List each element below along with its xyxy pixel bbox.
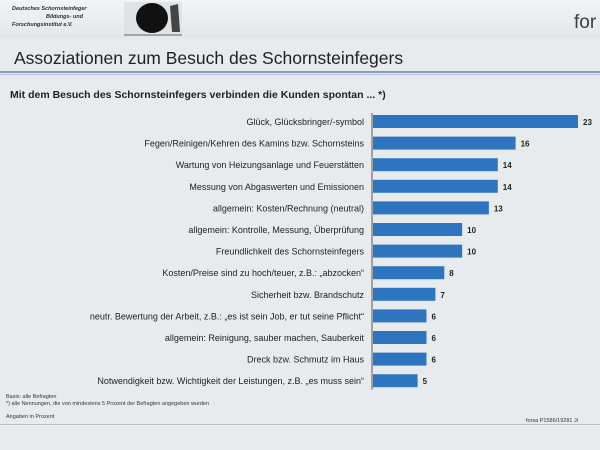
title-rule (0, 71, 600, 73)
bar-11 (373, 352, 427, 366)
chart-subtitle: Mit dem Besuch des Schornsteinfegers ver… (10, 89, 386, 101)
bar-3 (373, 179, 498, 193)
value-label-12: 5 (423, 377, 428, 386)
bar-2 (373, 158, 498, 172)
value-label-0: 23 (583, 118, 592, 127)
category-label-7: Kosten/Preise sind zu hoch/teuer, z.B.: … (162, 268, 364, 278)
value-label-10: 6 (431, 334, 436, 343)
chimney-sweep-logo-icon (124, 2, 182, 36)
category-label-6: Freundlichkeit des Schornsteinfegers (216, 247, 365, 257)
header-band (0, 0, 600, 38)
bar-7 (373, 266, 445, 280)
category-label-9: neutr. Bewertung der Arbeit, z.B.: „es i… (90, 311, 364, 321)
footnote-source: forsa P1586/19281 Ji (526, 418, 578, 424)
value-label-6: 10 (467, 248, 476, 257)
footnote-note: *) alle Nennungen, die von mindestens 5 … (6, 401, 210, 407)
category-label-12: Notwendigkeit bzw. Wichtigkeit der Leist… (97, 376, 364, 386)
bar-4 (373, 201, 489, 215)
logo-line-2: Bildungs- und (46, 14, 83, 20)
bottom-rule (0, 424, 600, 425)
forsa-brand: for (574, 12, 597, 33)
bar-1 (373, 136, 516, 150)
value-label-7: 8 (449, 269, 454, 278)
bar-8 (373, 287, 436, 301)
category-label-1: Fegen/Reinigen/Kehren des Kamins bzw. Sc… (144, 139, 364, 149)
bar-6 (373, 244, 463, 258)
logo-line-3: Forschungsinstitut e.V. (12, 22, 73, 28)
institute-logo: Deutsches Schornsteinfeger Bildungs- und… (6, 2, 111, 32)
bar-5 (373, 223, 463, 236)
value-label-11: 6 (431, 356, 436, 365)
value-label-8: 7 (440, 291, 445, 300)
category-label-11: Dreck bzw. Schmutz im Haus (247, 355, 365, 365)
value-label-9: 6 (431, 312, 436, 321)
value-label-5: 10 (467, 226, 476, 235)
bar-0 (373, 115, 578, 128)
category-label-10: allgemein: Reinigung, sauber machen, Sau… (165, 333, 365, 343)
footnote-basis: Basis: alle Befragten (6, 394, 57, 400)
value-label-1: 16 (521, 140, 530, 149)
bar-9 (373, 309, 427, 323)
title-rule-thin (0, 74, 600, 75)
bar-12 (373, 374, 418, 388)
bar-10 (373, 331, 427, 344)
footnote-unit: Angaben in Prozent (6, 414, 55, 420)
category-label-8: Sicherheit bzw. Brandschutz (251, 290, 365, 300)
category-label-0: Glück, Glücksbringer/-symbol (246, 117, 364, 127)
category-label-4: allgemein: Kosten/Rechnung (neutral) (213, 203, 364, 213)
category-label-3: Messung von Abgaswerten und Emissionen (189, 182, 364, 192)
value-label-4: 13 (494, 204, 503, 213)
value-label-2: 14 (503, 161, 512, 170)
logo-line-1: Deutsches Schornsteinfeger (12, 6, 87, 12)
page-title: Assoziationen zum Besuch des Schornstein… (14, 48, 404, 68)
category-label-2: Wartung von Heizungsanlage und Feuerstät… (176, 160, 364, 170)
value-label-3: 14 (503, 183, 512, 192)
category-label-5: allgemein: Kontrolle, Messung, Überprüfu… (188, 225, 364, 235)
